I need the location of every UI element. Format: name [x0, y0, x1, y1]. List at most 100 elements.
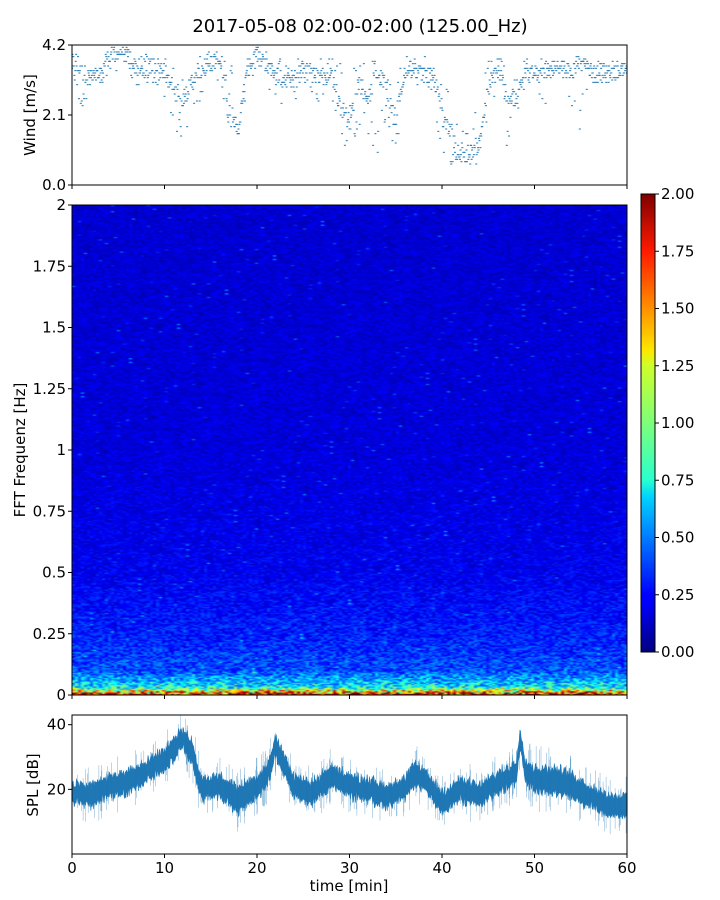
- wind-sample-point: [275, 72, 278, 74]
- wind-sample-point: [393, 107, 396, 109]
- wind-sample-point: [622, 63, 625, 65]
- wind-sample-point: [385, 81, 388, 83]
- wind-sample-point: [509, 95, 512, 97]
- wind-sample-point: [408, 70, 411, 72]
- wind-sample-point: [418, 67, 421, 69]
- wind-sample-point: [277, 63, 280, 65]
- wind-sample-point: [450, 163, 453, 165]
- wind-sample-point: [141, 74, 144, 76]
- wind-sample-point: [265, 51, 268, 53]
- wind-sample-point: [73, 74, 76, 76]
- wind-sample-point: [373, 63, 376, 65]
- wind-sample-point: [415, 67, 418, 69]
- wind-sample-point: [336, 65, 339, 67]
- wind-sample-point: [352, 109, 355, 111]
- wind-sample-point: [508, 98, 511, 100]
- spl-x-tick-label: 30: [340, 859, 359, 877]
- wind-sample-point: [614, 79, 617, 81]
- wind-sample-point: [223, 60, 226, 62]
- wind-sample-point: [361, 79, 364, 81]
- wind-sample-point: [443, 121, 446, 123]
- wind-y-tick-label: 4.2: [42, 36, 66, 54]
- wind-sample-point: [546, 63, 549, 65]
- wind-sample-point: [93, 77, 96, 79]
- wind-sample-point: [369, 100, 372, 102]
- wind-sample-point: [620, 67, 623, 69]
- wind-sample-point: [357, 81, 360, 83]
- wind-sample-point: [463, 151, 466, 153]
- wind-sample-point: [617, 70, 620, 72]
- wind-sample-point: [246, 58, 249, 60]
- wind-sample-point: [558, 72, 561, 74]
- wind-sample-point: [575, 60, 578, 62]
- wind-sample-point: [389, 98, 392, 100]
- wind-sample-point: [338, 98, 341, 100]
- wind-sample-point: [135, 84, 138, 86]
- wind-sample-point: [596, 65, 599, 67]
- wind-sample-point: [550, 67, 553, 69]
- wind-sample-point: [204, 72, 207, 74]
- wind-sample-point: [254, 67, 257, 69]
- wind-sample-point: [595, 67, 598, 69]
- wind-sample-point: [315, 93, 318, 95]
- wind-sample-point: [512, 105, 515, 107]
- wind-sample-point: [306, 79, 309, 81]
- wind-sample-point: [184, 93, 187, 95]
- wind-sample-point: [343, 144, 346, 146]
- wind-sample-point: [151, 70, 154, 72]
- wind-sample-point: [329, 67, 332, 69]
- wind-sample-point: [112, 49, 115, 51]
- wind-sample-point: [91, 79, 94, 81]
- wind-sample-point: [212, 56, 215, 58]
- wind-sample-point: [305, 63, 308, 65]
- wind-sample-point: [601, 65, 604, 67]
- wind-sample-point: [547, 70, 550, 72]
- wind-sample-point: [255, 46, 258, 48]
- wind-sample-point: [170, 81, 173, 83]
- wind-sample-point: [185, 86, 188, 88]
- wind-sample-point: [108, 60, 111, 62]
- wind-sample-point: [572, 77, 575, 79]
- wind-sample-point: [496, 72, 499, 74]
- wind-sample-point: [435, 121, 438, 123]
- wind-sample-point: [339, 114, 342, 116]
- wind-sample-point: [321, 77, 324, 79]
- wind-sample-point: [259, 58, 262, 60]
- wind-sample-point: [83, 74, 86, 76]
- wind-sample-point: [426, 81, 429, 83]
- wind-sample-point: [278, 60, 281, 62]
- wind-sample-point: [142, 72, 145, 74]
- wind-sample-point: [82, 93, 85, 95]
- wind-sample-point: [146, 81, 149, 83]
- wind-sample-point: [290, 70, 293, 72]
- wind-sample-point: [491, 77, 494, 79]
- wind-sample-point: [253, 51, 256, 53]
- wind-sample-point: [380, 84, 383, 86]
- wind-sample-point: [86, 79, 89, 81]
- wind-sample-point: [302, 63, 305, 65]
- wind-sample-point: [131, 67, 134, 69]
- wind-sample-point: [548, 74, 551, 76]
- spectrogram-ylabel: FFT Frequenz [Hz]: [11, 383, 29, 518]
- wind-sample-point: [251, 74, 254, 76]
- wind-sample-point: [595, 81, 598, 83]
- wind-sample-point: [453, 151, 456, 153]
- wind-sample-point: [170, 77, 173, 79]
- wind-sample-point: [527, 77, 530, 79]
- wind-sample-point: [562, 77, 565, 79]
- wind-sample-point: [612, 77, 615, 79]
- wind-points: [72, 45, 627, 165]
- wind-sample-point: [416, 77, 419, 79]
- wind-sample-point: [150, 58, 153, 60]
- spectrogram-cells: [72, 205, 627, 695]
- wind-sample-point: [345, 140, 348, 142]
- wind-sample-point: [98, 74, 101, 76]
- wind-sample-point: [113, 51, 116, 53]
- wind-sample-point: [472, 154, 475, 156]
- wind-sample-point: [481, 121, 484, 123]
- wind-sample-point: [532, 74, 535, 76]
- wind-sample-point: [407, 70, 410, 72]
- wind-sample-point: [314, 77, 317, 79]
- wind-sample-point: [592, 67, 595, 69]
- wind-sample-point: [396, 100, 399, 102]
